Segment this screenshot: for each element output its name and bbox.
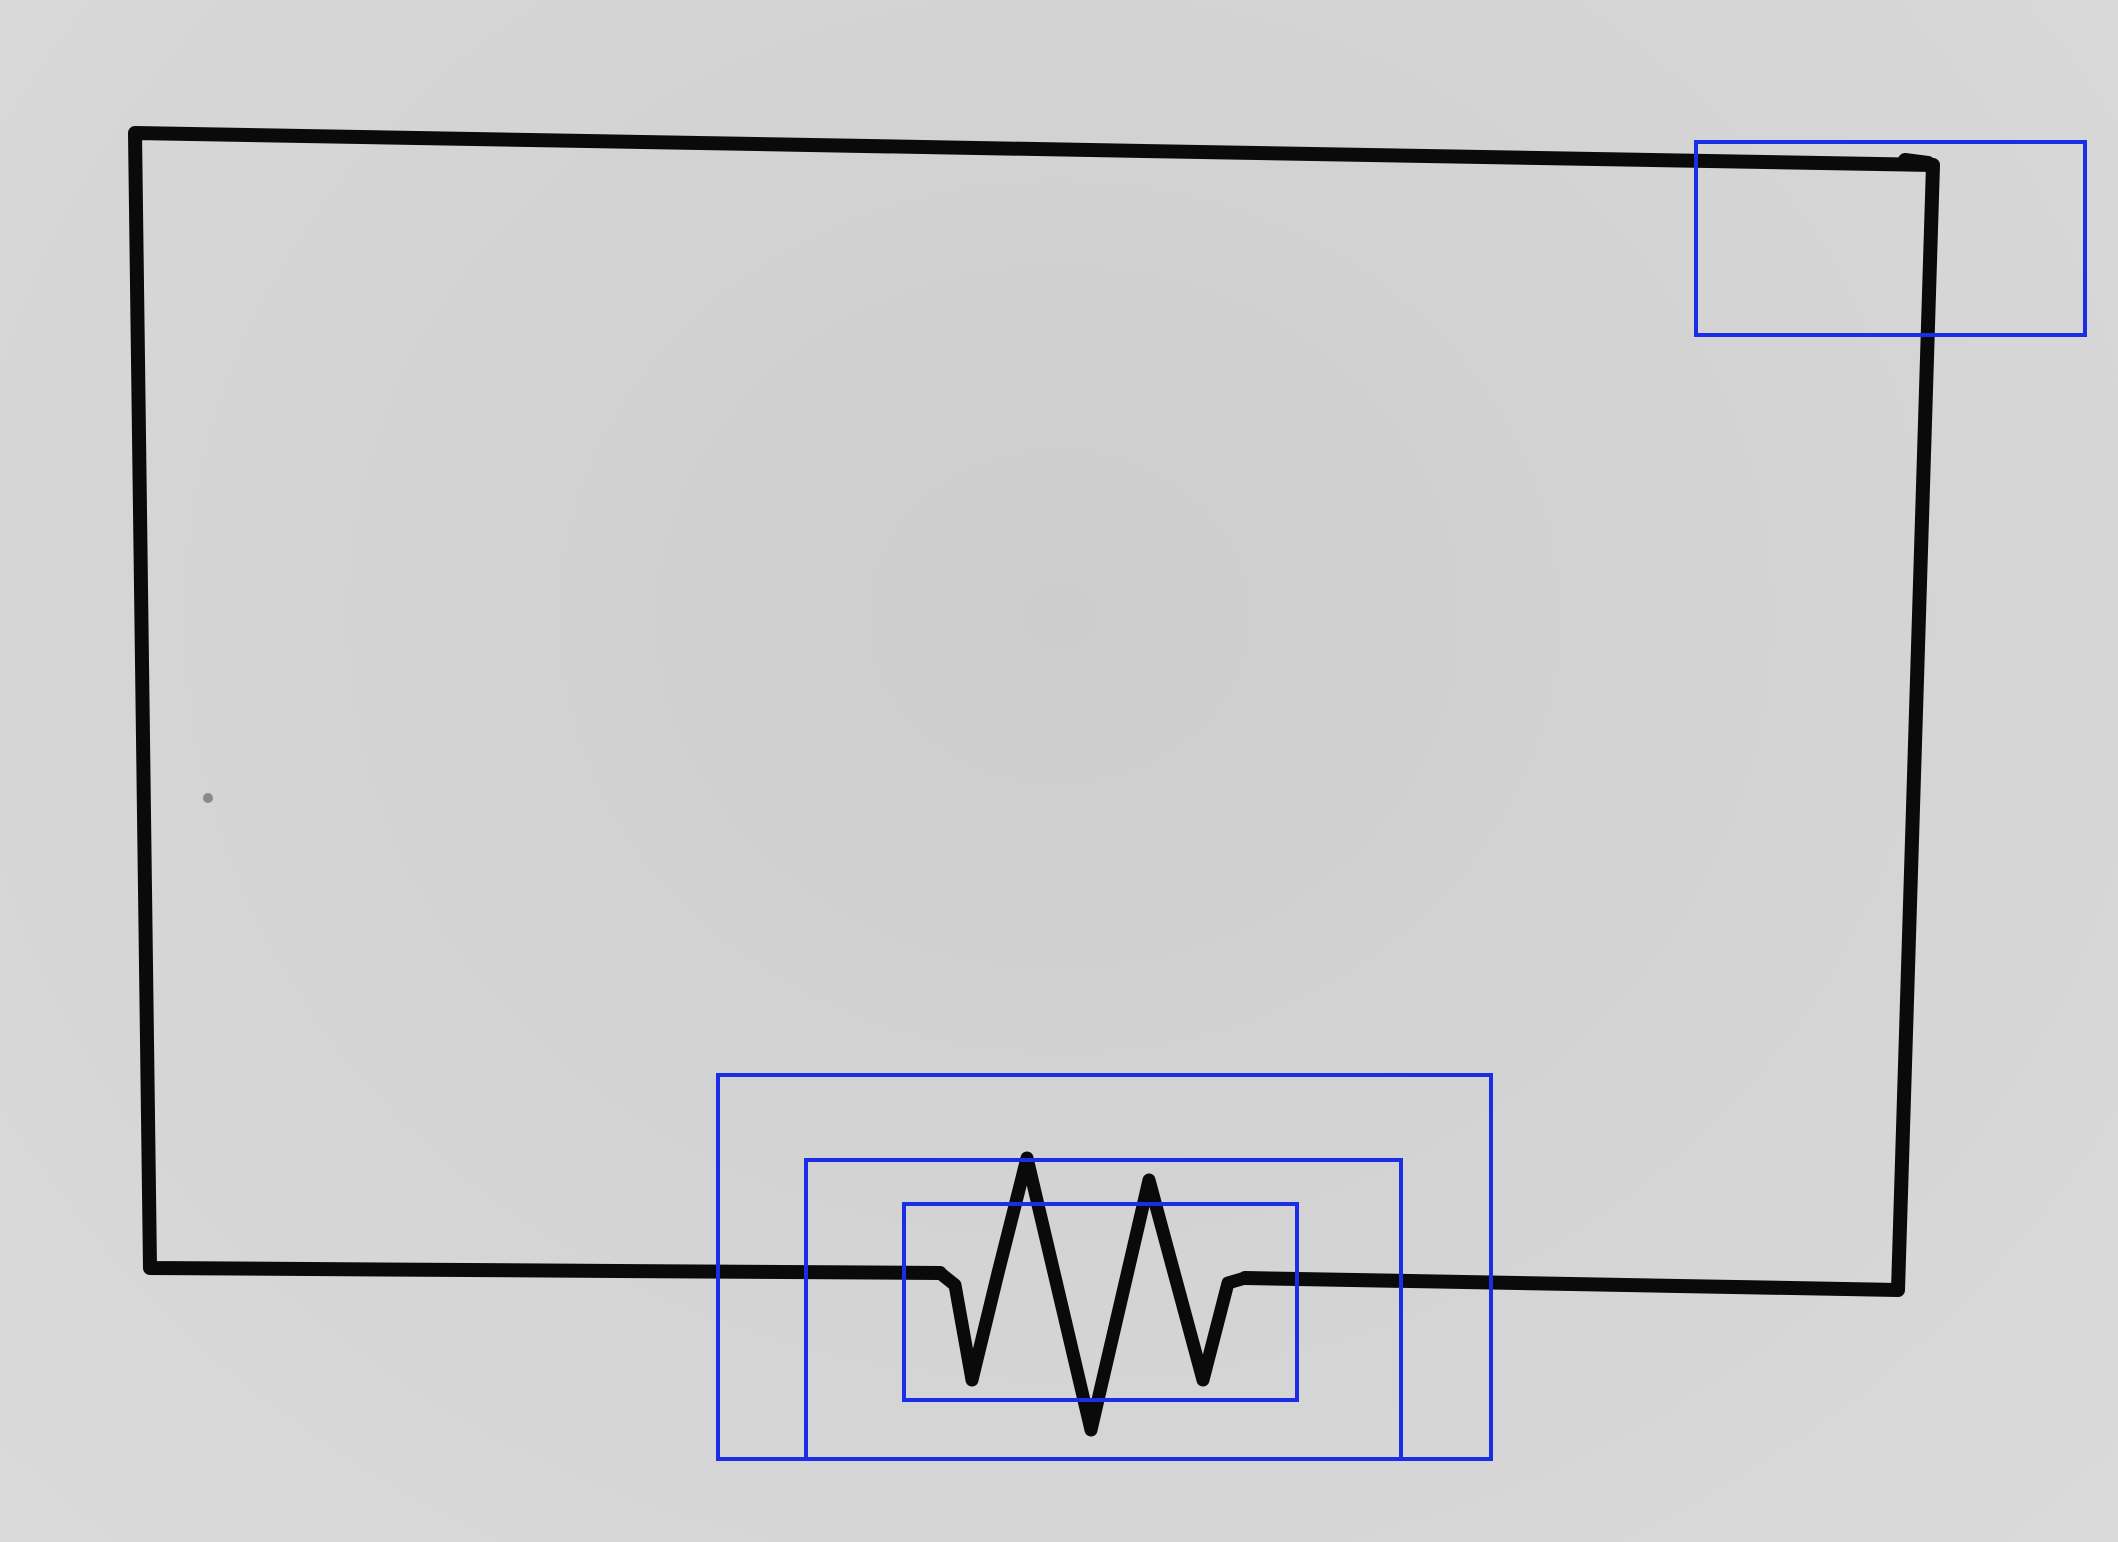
- resistor-middle-box: [804, 1158, 1403, 1461]
- resistor-zigzag: [933, 1151, 1252, 1437]
- corner-box: [1694, 140, 2087, 337]
- paper-speck: [203, 793, 213, 803]
- circuit-wire: [128, 126, 1940, 1297]
- wire-corner-tick: [1898, 153, 1935, 170]
- resistor-inner-box: [902, 1202, 1299, 1402]
